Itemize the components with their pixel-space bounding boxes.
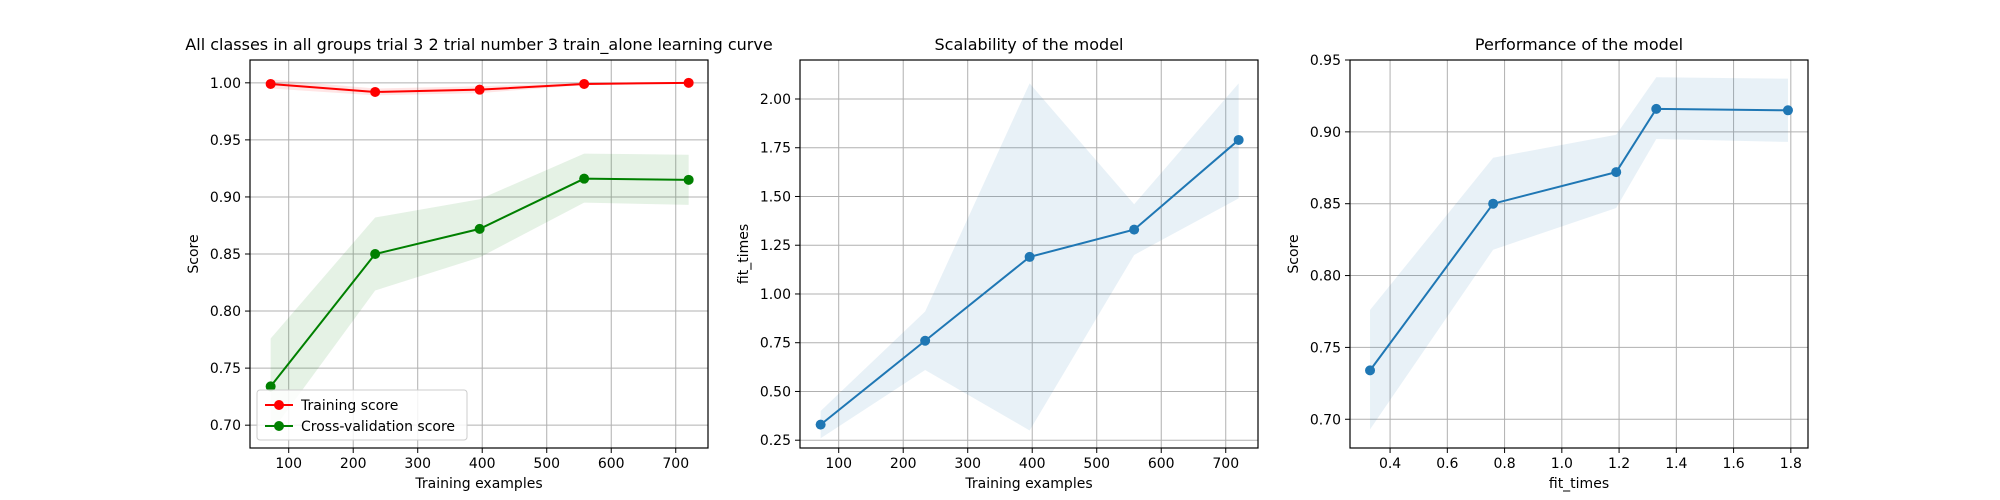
x-tick-label: 400 (469, 456, 496, 472)
y-tick-label: 2.00 (760, 92, 791, 108)
y-tick-label: 1.00 (760, 287, 791, 303)
data-point (265, 381, 276, 392)
x-tick-label: 500 (533, 456, 560, 472)
y-tick-label: 0.85 (210, 247, 241, 263)
x-tick-label: 1.0 (1551, 456, 1573, 472)
y-tick-label: 1.00 (210, 76, 241, 92)
data-point (683, 77, 694, 88)
x-axis-label: fit_times (1549, 476, 1609, 492)
chart-panel-3: 0.4 0.6 0.8 1.0 1.2 1.4 1.6 1.8 0.70 0.75 0.80 0.85… (1286, 35, 1809, 492)
data-point (265, 78, 276, 89)
y-tick-label: 0.85 (1310, 197, 1341, 213)
data-point (920, 335, 931, 346)
data-point (1488, 198, 1499, 209)
y-tick-label: 0.70 (1310, 412, 1341, 428)
y-tick-label: 0.95 (1310, 53, 1341, 69)
y-tick-label: 0.95 (210, 133, 241, 149)
y-tick-label: 0.75 (760, 336, 791, 352)
confidence-band-2 (270, 153, 689, 434)
y-tick-label: 0.80 (1310, 269, 1341, 285)
y-tick-label: 0.50 (760, 384, 791, 400)
x-axis-label: Training examples (964, 476, 1092, 492)
data-point (474, 223, 485, 234)
y-axis-label: Score (1286, 234, 1302, 273)
x-tick-label: 700 (1212, 456, 1239, 472)
data-point (1024, 251, 1035, 262)
chart-title: Performance of the model (1475, 35, 1683, 54)
y-tick-label: 0.25 (760, 433, 791, 449)
chart-title: All classes in all groups trial 3 2 tria… (185, 35, 772, 55)
x-tick-label: 300 (954, 456, 981, 472)
y-tick-label: 0.75 (1310, 340, 1341, 356)
y-tick-label: 0.90 (1310, 125, 1341, 141)
chart-panel-1: 100 200 300 400 500 600 700 0.70 0.75 0.80 0.85 0.9… (185, 35, 772, 492)
y-axis-label: Score (186, 234, 202, 273)
x-tick-label: 0.4 (1379, 456, 1401, 472)
x-tick-label: 100 (825, 456, 852, 472)
chart-panel-2: 100 200 300 400 500 600 700 0.25 0.50 0.75 1.00 1.2… (736, 35, 1259, 492)
data-point (1233, 134, 1244, 145)
legend-entry-1: Training score (300, 398, 398, 414)
x-tick-label: 600 (1148, 456, 1175, 472)
data-point (474, 84, 485, 95)
x-tick-label: 0.8 (1493, 456, 1515, 472)
y-tick-label: 0.90 (210, 190, 241, 206)
x-tick-label: 600 (598, 456, 625, 472)
y-tick-label: 0.70 (210, 418, 241, 434)
confidence-band-1 (1370, 77, 1788, 430)
axes-frame (1349, 59, 1809, 449)
data-point (1129, 224, 1140, 235)
x-tick-label: 1.8 (1780, 456, 1802, 472)
x-tick-label: 0.6 (1436, 456, 1458, 472)
x-axis-label: Training examples (414, 476, 542, 492)
data-point (579, 78, 590, 89)
y-tick-label: 0.75 (210, 361, 241, 377)
y-tick-label: 0.80 (210, 304, 241, 320)
chart-title: Scalability of the model (935, 35, 1124, 54)
x-tick-label: 1.6 (1722, 456, 1744, 472)
y-tick-label: 1.25 (760, 238, 791, 254)
data-point (1611, 167, 1622, 178)
data-point (370, 249, 381, 259)
y-axis-label: fit_times (736, 224, 752, 284)
x-tick-label: 200 (890, 456, 917, 472)
x-tick-label: 300 (404, 456, 431, 472)
data-point (579, 173, 590, 184)
legend: Training score Cross-validation score (256, 389, 468, 441)
x-tick-label: 400 (1019, 456, 1046, 472)
legend-marker (274, 400, 284, 410)
legend-entry-2: Cross-validation score (301, 419, 455, 435)
axes-frame (799, 59, 1259, 449)
y-tick-label: 1.75 (760, 141, 791, 157)
y-tick-label: 1.50 (760, 189, 791, 205)
data-point (1365, 365, 1376, 376)
data-point (815, 419, 826, 430)
legend-frame (256, 389, 468, 441)
data-point (370, 86, 381, 97)
data-point (1651, 103, 1662, 114)
x-tick-label: 200 (340, 456, 367, 472)
legend-marker (274, 421, 284, 431)
x-tick-label: 1.4 (1665, 456, 1687, 472)
data-point (683, 174, 694, 185)
data-point (1782, 105, 1793, 116)
x-tick-label: 700 (662, 456, 689, 472)
x-tick-label: 1.2 (1608, 456, 1630, 472)
x-tick-label: 500 (1083, 456, 1110, 472)
x-tick-label: 100 (275, 456, 302, 472)
